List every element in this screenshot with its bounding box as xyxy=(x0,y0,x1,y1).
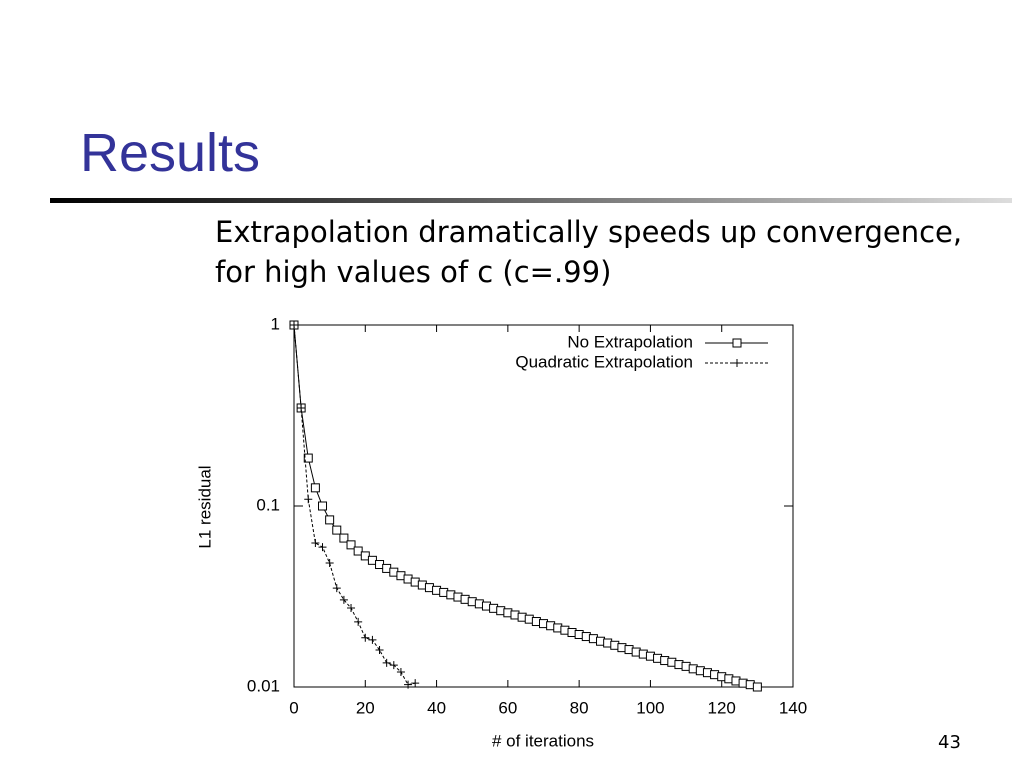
data-point xyxy=(311,538,320,547)
series-line xyxy=(293,324,416,686)
data-point xyxy=(339,595,348,604)
x-tick-label: 120 xyxy=(708,698,736,717)
data-point xyxy=(382,658,391,667)
data-point xyxy=(339,533,349,543)
legend-label: Quadratic Extrapolation xyxy=(515,352,693,371)
y-tick-label: 1 xyxy=(271,314,280,333)
x-tick-label: 100 xyxy=(636,698,664,717)
data-point xyxy=(368,635,377,644)
data-point xyxy=(353,546,363,556)
data-point xyxy=(347,604,356,613)
data-point xyxy=(290,321,298,329)
y-tick-label: 0.01 xyxy=(247,676,280,695)
y-axis-label: L1 residual xyxy=(195,465,214,548)
data-point xyxy=(318,543,327,552)
x-tick-label: 60 xyxy=(498,698,517,717)
plot-frame xyxy=(293,324,794,688)
slide-title: Results xyxy=(80,123,261,183)
data-point xyxy=(325,559,334,568)
data-point xyxy=(310,483,320,493)
legend-marker xyxy=(732,338,742,348)
x-tick-label: 140 xyxy=(779,698,807,717)
data-point xyxy=(389,661,398,670)
data-point xyxy=(396,668,405,677)
data-point xyxy=(354,617,363,626)
x-tick-label: 80 xyxy=(570,698,589,717)
x-tick-label: 0 xyxy=(289,698,298,717)
data-point xyxy=(304,495,313,504)
data-point xyxy=(303,453,313,463)
data-point xyxy=(332,584,341,593)
data-point xyxy=(346,540,356,550)
data-point xyxy=(404,680,413,689)
title-rule xyxy=(50,198,1012,203)
body-line: Extrapolation dramatically speeds up con… xyxy=(215,215,963,249)
slide-body: Extrapolation dramatically speeds up con… xyxy=(215,212,962,292)
x-tick-label: 40 xyxy=(427,698,446,717)
data-point xyxy=(411,679,420,688)
data-point xyxy=(332,525,342,535)
data-point xyxy=(325,515,335,525)
x-tick-label: 20 xyxy=(356,698,375,717)
body-line: for high values of c (c=.99) xyxy=(215,255,612,289)
legend-marker xyxy=(733,359,741,367)
legend-label: No Extrapolation xyxy=(567,332,693,351)
page-number: 43 xyxy=(938,732,961,753)
series-line xyxy=(293,324,758,688)
data-point xyxy=(318,501,328,511)
data-point xyxy=(375,646,384,655)
data-point xyxy=(297,403,306,412)
data-point xyxy=(752,682,762,692)
x-axis-label: # of iterations xyxy=(492,731,594,750)
y-tick-label: 0.1 xyxy=(256,495,280,514)
data-point xyxy=(361,633,370,642)
